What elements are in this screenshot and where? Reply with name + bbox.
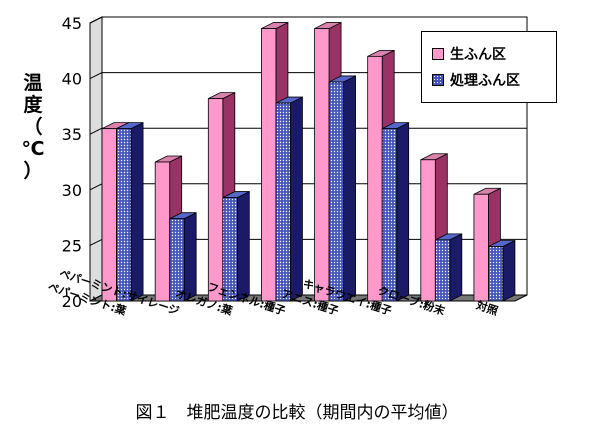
- bar-treated-side: [343, 75, 356, 302]
- bar-raw: [261, 28, 277, 302]
- legend-label-raw: 生ふん区: [450, 47, 506, 63]
- figure-caption: 図１ 堆肥温度の比較（期間内の平均値）: [135, 403, 459, 423]
- y-axis-label-char: ℃: [21, 138, 45, 160]
- y-tick-label: 30: [62, 181, 82, 200]
- y-axis-label-char: 度: [23, 94, 43, 116]
- bar-treated: [434, 239, 451, 302]
- bar-treated-side: [396, 121, 410, 302]
- y-tick-label: 40: [62, 70, 82, 89]
- y-axis-label: 温 度 （ ℃ ）: [20, 72, 46, 182]
- y-tick-label: 25: [62, 236, 82, 255]
- bar-raw: [101, 128, 117, 302]
- bar-treated-side: [502, 239, 516, 302]
- bar-treated: [488, 246, 504, 302]
- bar-treated-side: [130, 121, 144, 302]
- gridline-side: [89, 16, 103, 24]
- y-tick-label: 20: [62, 292, 82, 311]
- legend-label-treated: 処理ふん区: [450, 73, 520, 89]
- legend: 生ふん区 処理ふん区: [421, 31, 557, 103]
- bar-treated: [275, 102, 291, 302]
- bar-raw: [207, 98, 224, 302]
- gridline-side: [89, 183, 103, 191]
- bar-treated-side: [183, 212, 197, 302]
- bar-treated-side: [236, 190, 250, 302]
- gridline-side: [89, 72, 103, 80]
- bar-raw: [420, 159, 436, 302]
- bar-raw: [473, 193, 489, 302]
- bar-raw: [367, 55, 383, 302]
- legend-swatch-treated: [432, 74, 444, 86]
- legend-item-treated: 処理ふん区: [432, 70, 520, 90]
- y-axis-label-char: ）: [23, 160, 43, 182]
- y-axis-label-char: （: [23, 116, 43, 138]
- y-tick-label: 35: [62, 125, 82, 144]
- legend-item-raw: 生ふん区: [432, 44, 506, 64]
- y-tick-label: 45: [62, 14, 82, 33]
- bar-treated-side: [290, 96, 303, 302]
- legend-swatch-raw: [432, 48, 444, 60]
- bar-treated: [328, 81, 344, 302]
- gridline-side: [89, 238, 103, 246]
- bar-treated-side: [449, 233, 463, 302]
- bar-raw: [154, 161, 171, 302]
- bar-treated: [169, 218, 185, 302]
- bar-treated: [116, 128, 132, 302]
- plot-side-wall: [89, 16, 103, 302]
- bar-treated: [381, 128, 398, 302]
- gridline-side: [89, 127, 103, 135]
- y-axis-label-char: 温: [23, 72, 43, 94]
- bar-raw: [314, 28, 330, 302]
- x-tick-label: 対照: [474, 297, 500, 317]
- bar-treated: [222, 197, 238, 302]
